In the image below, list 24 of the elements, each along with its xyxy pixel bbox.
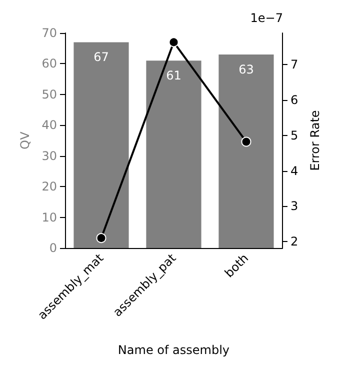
point bbox=[168, 37, 179, 48]
y-tick-label: 20 bbox=[42, 180, 57, 194]
point bbox=[96, 233, 106, 244]
x-axis-title: Name of assembly bbox=[118, 343, 230, 357]
y2-tick-label: 6 bbox=[290, 92, 298, 107]
y2-tick-label: 4 bbox=[290, 164, 298, 178]
y2-tick-label: 3 bbox=[290, 199, 298, 214]
y-tick-label: 10 bbox=[42, 210, 57, 224]
y-tick-label: 30 bbox=[42, 148, 57, 163]
y2-tick-label: 2 bbox=[290, 234, 298, 249]
data-label: 61 bbox=[166, 68, 182, 83]
y-tick-label: 60 bbox=[42, 56, 57, 71]
point bbox=[241, 136, 252, 147]
data-label: 63 bbox=[238, 62, 254, 76]
y2-tick-label: 5 bbox=[290, 128, 298, 142]
y2-axis-title: Error Rate bbox=[308, 110, 322, 171]
text: 1e−7 bbox=[250, 11, 284, 25]
y-tick-label: 50 bbox=[42, 87, 57, 102]
y-tick-label: 0 bbox=[49, 241, 57, 255]
data-label: 67 bbox=[94, 50, 109, 64]
y-tick-label: 70 bbox=[42, 26, 57, 40]
y2-tick-label: 7 bbox=[290, 58, 298, 72]
y-axis-title: QV bbox=[18, 130, 32, 150]
y-tick-label: 40 bbox=[42, 118, 57, 132]
